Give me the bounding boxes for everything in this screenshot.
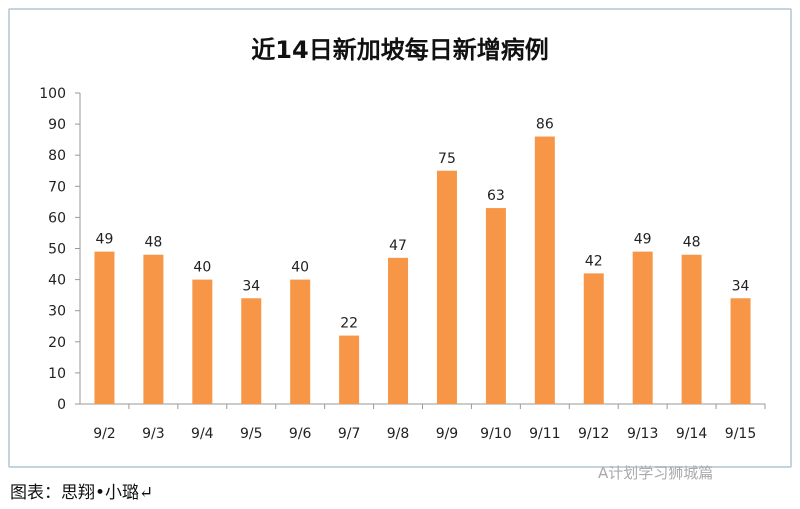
bar	[730, 298, 751, 404]
y-tick-label: 40	[48, 273, 66, 289]
bar	[339, 335, 360, 404]
data-label: 86	[536, 117, 554, 133]
x-tick-label: 9/10	[480, 426, 511, 442]
x-tick-label: 9/14	[676, 426, 708, 442]
y-tick-label: 70	[48, 179, 66, 195]
bar	[290, 279, 311, 404]
x-tick-label: 9/6	[289, 426, 312, 442]
x-tick-label: 9/5	[240, 426, 263, 442]
x-tick-label: 9/13	[627, 426, 658, 442]
x-tick-label: 9/9	[436, 426, 459, 442]
data-label: 63	[487, 188, 505, 204]
y-tick-label: 20	[48, 335, 66, 351]
data-label: 49	[634, 232, 652, 248]
y-tick-label: 50	[48, 242, 66, 258]
data-label: 22	[340, 316, 358, 332]
bar	[632, 251, 653, 404]
y-tick-label: 0	[57, 397, 66, 413]
y-tick-label: 10	[48, 366, 66, 382]
x-tick-label: 9/12	[578, 426, 609, 442]
y-tick-label: 60	[48, 210, 66, 226]
x-tick-label: 9/7	[338, 426, 361, 442]
watermark: A计划学习狮城篇	[598, 464, 714, 482]
bar	[241, 298, 262, 404]
y-tick-label: 30	[48, 304, 66, 320]
bar	[94, 251, 115, 404]
bar	[388, 257, 409, 404]
bar	[485, 208, 506, 404]
y-tick-label: 80	[48, 148, 66, 164]
x-tick-label: 9/11	[529, 426, 560, 442]
data-label: 47	[389, 238, 407, 254]
caption: 图表：思翔•小璐↵	[10, 483, 154, 503]
bar	[534, 136, 555, 405]
bar	[192, 279, 213, 404]
data-label: 34	[732, 278, 750, 294]
data-label: 75	[438, 151, 456, 167]
x-tick-label: 9/2	[93, 426, 116, 442]
data-label: 48	[144, 235, 162, 251]
bar	[681, 254, 702, 404]
bar	[583, 273, 604, 404]
chart-title: 近14日新加坡每日新增病例	[251, 36, 549, 64]
data-label: 40	[193, 260, 211, 276]
x-tick-label: 9/15	[725, 426, 756, 442]
x-tick-label: 9/4	[191, 426, 214, 442]
bar	[436, 170, 457, 404]
data-label: 40	[291, 260, 309, 276]
y-tick-label: 100	[39, 86, 66, 102]
x-tick-label: 9/3	[142, 426, 165, 442]
x-tick-label: 9/8	[387, 426, 410, 442]
y-tick-label: 90	[48, 117, 66, 133]
bar	[143, 254, 164, 404]
data-label: 42	[585, 253, 603, 269]
data-label: 34	[242, 278, 260, 294]
data-label: 49	[96, 232, 114, 248]
data-label: 48	[683, 235, 701, 251]
